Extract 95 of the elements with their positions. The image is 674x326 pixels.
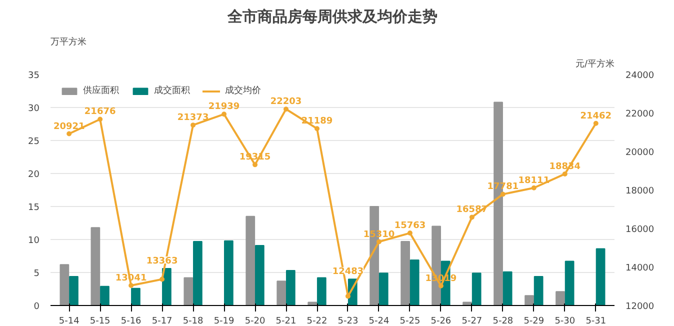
bar [472, 272, 482, 306]
chart-title: 全市商品房每周供求及均价走势 [226, 8, 438, 26]
bar [556, 291, 565, 306]
bar [100, 286, 110, 306]
x-tick-label: 5-27 [462, 316, 482, 326]
y-tick-label: 25 [28, 137, 40, 147]
x-tick-label: 5-26 [430, 316, 452, 326]
point [500, 192, 506, 197]
bar [254, 244, 264, 306]
x-tick-label: 5-14 [58, 316, 80, 326]
y2-tick-label: 24000 [626, 71, 654, 81]
bar [224, 240, 234, 306]
legend-label: 成交面积 [154, 84, 190, 97]
y-tick-label: 5 [34, 269, 40, 279]
point [222, 112, 227, 117]
x-tick-label: 5-19 [214, 316, 235, 326]
point [252, 162, 258, 168]
y-tick-label: 20 [28, 170, 40, 180]
data-label: 13363 [146, 256, 178, 267]
y-tick-label: 35 [28, 71, 40, 81]
y2-tick-label: 16000 [626, 225, 654, 235]
bar [400, 240, 410, 306]
x-tick-label: 5-30 [554, 316, 576, 326]
y2-tick-label: 18000 [626, 186, 654, 196]
bar [378, 272, 388, 306]
bar [308, 302, 318, 306]
data-label: 22203 [270, 97, 302, 108]
point [314, 126, 320, 132]
bar [524, 295, 534, 306]
bar [276, 280, 286, 306]
data-label: 18111 [518, 176, 550, 186]
data-label: 21939 [208, 102, 240, 112]
data-label: 15310 [363, 230, 395, 240]
y-axis-title: 万平方米 [50, 36, 86, 48]
bar [596, 248, 606, 306]
bar [69, 276, 78, 306]
data-label: 21462 [580, 111, 612, 122]
point [98, 116, 103, 122]
y-tick-label: 0 [34, 302, 40, 312]
point [190, 122, 196, 128]
bar [193, 240, 202, 306]
bar [246, 216, 256, 306]
x-tick-label: 5-21 [276, 316, 296, 326]
data-label: 12483 [332, 267, 364, 278]
x-tick-label: 5-29 [524, 316, 544, 326]
point [593, 120, 598, 126]
data-label: 17781 [487, 182, 519, 192]
point [66, 131, 72, 136]
point [438, 283, 444, 288]
legend-label: 成交均价 [225, 84, 261, 97]
y2-tick-label: 22000 [626, 110, 654, 120]
y2-axis-title: 元/平方米 [575, 58, 615, 70]
x-tick-label: 5-15 [90, 316, 110, 326]
y2-tick-label: 14000 [626, 264, 654, 274]
bar [502, 271, 512, 306]
bar [286, 270, 296, 306]
bar [316, 277, 326, 306]
y-tick-label: 10 [28, 236, 40, 246]
y-tick-label: 15 [28, 203, 40, 213]
x-tick-label: 5-24 [368, 316, 390, 326]
bar [534, 276, 544, 306]
point [407, 230, 412, 236]
data-label: 20921 [53, 122, 85, 132]
point [345, 294, 350, 299]
point [160, 276, 165, 282]
point [531, 185, 536, 190]
data-label: 21373 [177, 113, 209, 124]
point [376, 239, 382, 244]
bar [410, 259, 420, 306]
x-tick-label: 5-28 [492, 316, 514, 326]
point [284, 106, 289, 112]
point [128, 282, 134, 288]
y2-tick-label: 12000 [626, 302, 654, 312]
legend-label: 供应面积 [83, 84, 119, 97]
bar [60, 264, 70, 306]
data-label: 15763 [394, 221, 426, 232]
bar [462, 302, 472, 306]
y2-tick-label: 20000 [626, 148, 654, 158]
x-tick-label: 5-18 [182, 316, 204, 326]
bar [131, 288, 140, 306]
bar [564, 260, 574, 306]
y-tick-label: 30 [28, 104, 40, 114]
x-tick-label: 5-20 [244, 316, 266, 326]
x-tick-label: 5-23 [338, 316, 358, 326]
point [469, 214, 474, 220]
bar [162, 268, 172, 306]
x-tick-label: 5-25 [400, 316, 420, 326]
data-label: 21676 [84, 107, 116, 118]
point [562, 171, 568, 176]
bar [90, 227, 100, 306]
x-tick-label: 5-22 [306, 316, 328, 326]
bar [184, 277, 194, 306]
x-tick-label: 5-17 [152, 316, 172, 326]
x-tick-label: 5-31 [586, 316, 606, 326]
x-tick-label: 5-16 [120, 316, 142, 326]
